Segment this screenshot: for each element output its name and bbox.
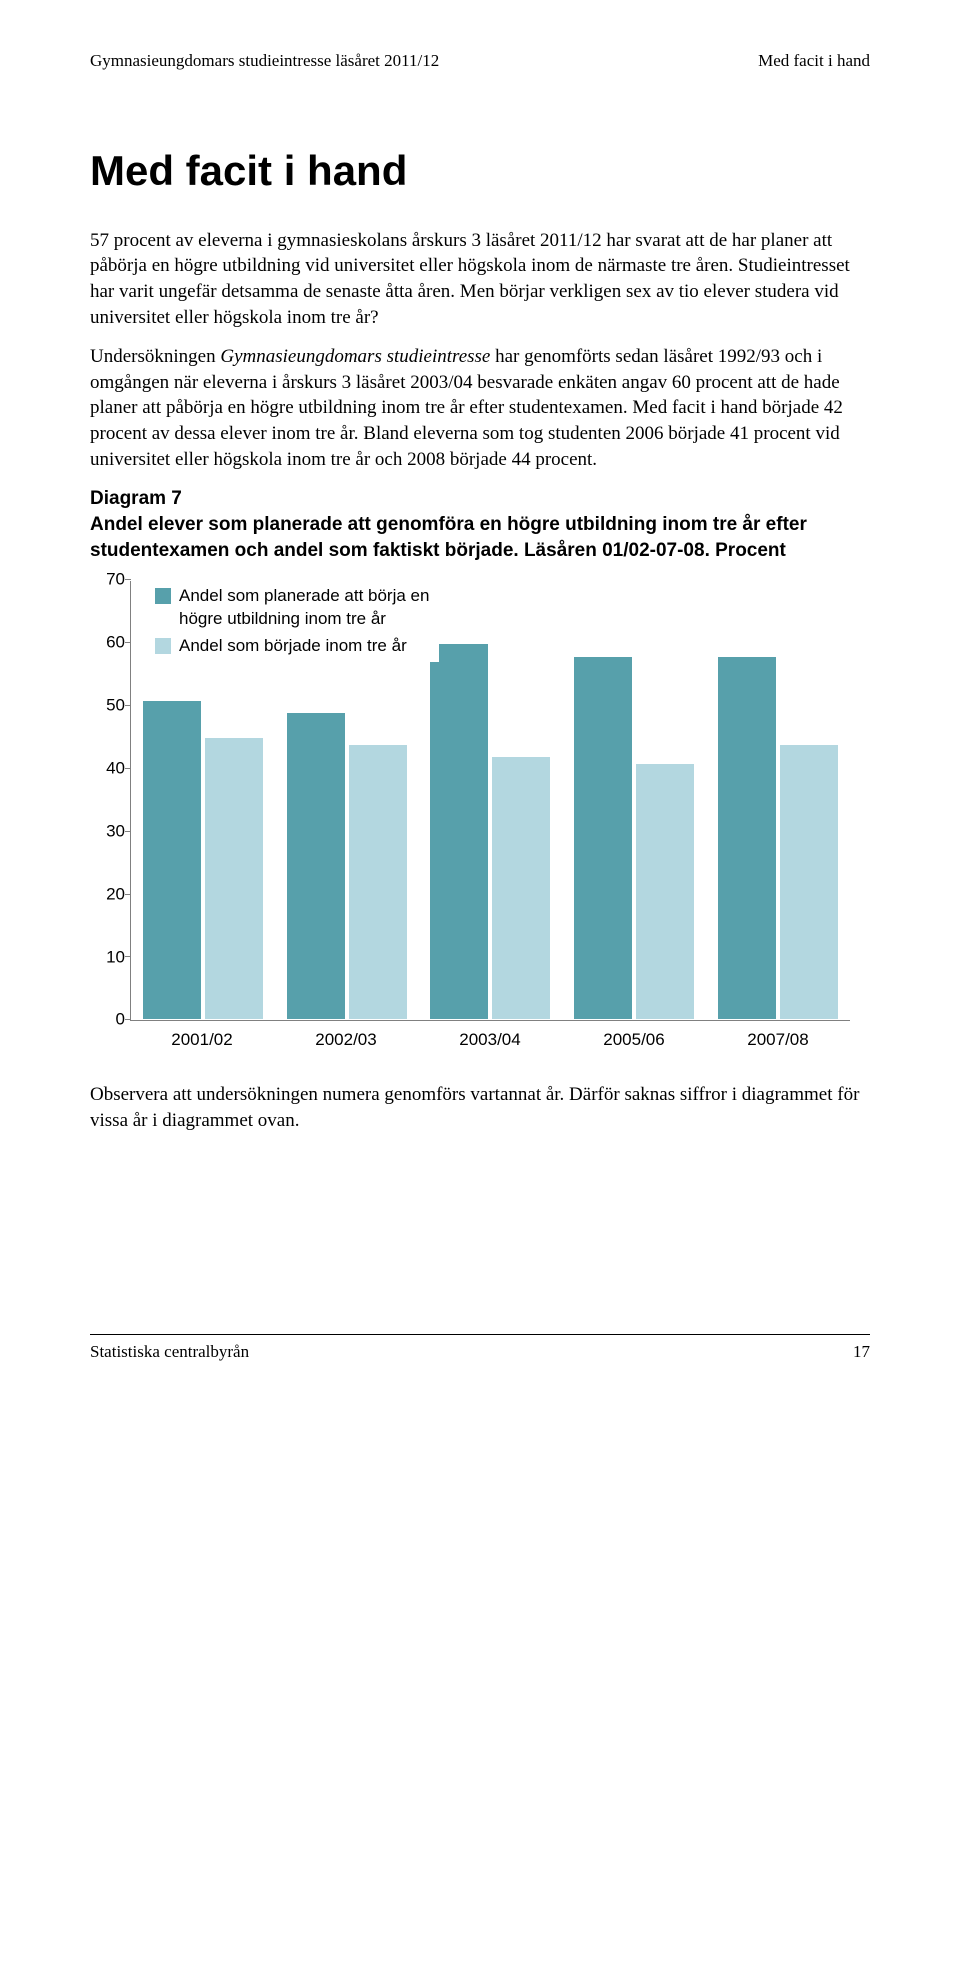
chart-ytick-label: 50 (91, 695, 125, 718)
header-left: Gymnasieungdomars studieintresse läsåret… (90, 50, 439, 73)
chart-x-labels: 2001/022002/032003/042005/062007/08 (130, 1029, 850, 1052)
header-right: Med facit i hand (758, 50, 870, 73)
chart-bar-group (562, 656, 706, 1021)
legend-swatch (155, 588, 171, 604)
paragraph-3: Observera att undersökningen numera geno… (90, 1082, 870, 1133)
chart-bar-group (706, 656, 850, 1021)
chart-bar (348, 744, 408, 1021)
legend-swatch (155, 638, 171, 654)
chart-bar-group (419, 643, 563, 1020)
chart-xtick-label: 2003/04 (418, 1029, 562, 1052)
diagram-caption: Diagram 7Andel elever som planerade att … (90, 486, 870, 563)
chart-ytick-label: 10 (91, 946, 125, 969)
chart-bar (635, 763, 695, 1021)
chart-bar (491, 756, 551, 1020)
legend-row: Andel som började inom tre år (155, 635, 439, 658)
chart-ytick-mark (125, 956, 131, 957)
footer-right: 17 (853, 1341, 870, 1364)
chart-legend: Andel som planerade att börja en högre u… (155, 585, 439, 662)
chart-bar (204, 737, 264, 1020)
chart-xtick-label: 2007/08 (706, 1029, 850, 1052)
chart-ytick-mark (125, 1019, 131, 1020)
chart-ytick-label: 60 (91, 632, 125, 655)
chart-ytick-mark (125, 894, 131, 895)
chart-ytick-label: 0 (91, 1009, 125, 1032)
footer-left: Statistiska centralbyrån (90, 1341, 249, 1364)
chart-xtick-label: 2002/03 (274, 1029, 418, 1052)
chart-diagram-7: Andel som planerade att börja en högre u… (90, 581, 850, 1052)
chart-ytick-label: 70 (91, 569, 125, 592)
chart-xtick-label: 2005/06 (562, 1029, 706, 1052)
chart-bar (429, 643, 489, 1020)
chart-ytick-label: 30 (91, 820, 125, 843)
chart-ytick-mark (125, 642, 131, 643)
paragraph-1: 57 procent av eleverna i gymnasieskolans… (90, 228, 870, 331)
chart-ytick-mark (125, 768, 131, 769)
chart-ytick-mark (125, 579, 131, 580)
p2-italic: Gymnasieungdomars studieintresse (220, 346, 490, 367)
p2-part-a: Undersökningen (90, 346, 220, 367)
chart-bar-group (131, 700, 275, 1021)
chart-ytick-mark (125, 831, 131, 832)
chart-plot-area: Andel som planerade att börja en högre u… (130, 581, 850, 1021)
chart-bar (779, 744, 839, 1021)
page-title: Med facit i hand (90, 143, 870, 200)
legend-label: Andel som planerade att börja en högre u… (179, 585, 439, 631)
paragraph-2: Undersökningen Gymnasieungdomars studiei… (90, 344, 870, 472)
legend-label: Andel som började inom tre år (179, 635, 407, 658)
chart-ytick-mark (125, 705, 131, 706)
chart-xtick-label: 2001/02 (130, 1029, 274, 1052)
chart-bar (286, 712, 346, 1020)
chart-bar (573, 656, 633, 1021)
chart-bar-group (275, 712, 419, 1020)
chart-bar (717, 656, 777, 1021)
legend-row: Andel som planerade att börja en högre u… (155, 585, 439, 631)
chart-ytick-label: 40 (91, 757, 125, 780)
page-footer: Statistiska centralbyrån 17 (90, 1334, 870, 1364)
running-header: Gymnasieungdomars studieintresse läsåret… (90, 50, 870, 73)
chart-ytick-label: 20 (91, 883, 125, 906)
chart-bar (142, 700, 202, 1021)
